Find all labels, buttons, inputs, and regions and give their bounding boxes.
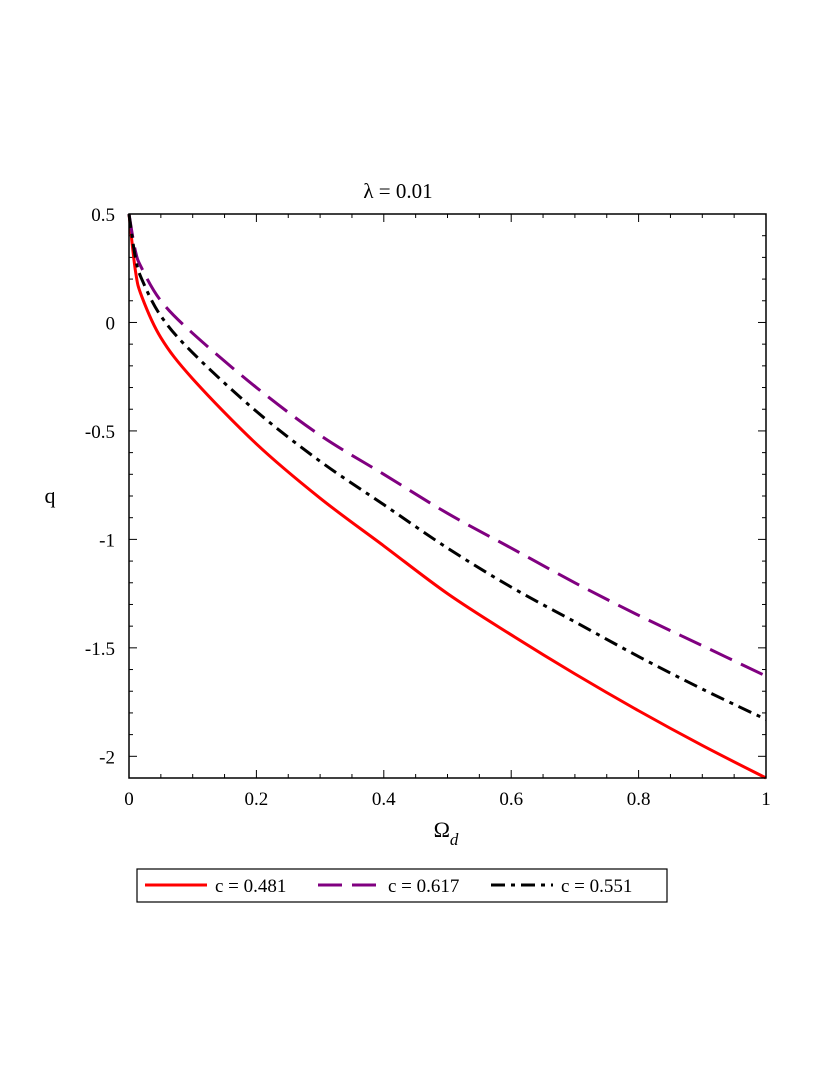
- legend: c = 0.481 c = 0.617 c = 0.551: [136, 868, 668, 903]
- y-tick-label: -2: [99, 747, 115, 768]
- x-axis-label: Ωd: [434, 817, 459, 849]
- legend-label-3: c = 0.551: [561, 876, 632, 897]
- y-tick-label: 0: [106, 313, 116, 334]
- x-axis-label-subscript: d: [450, 830, 459, 849]
- y-axis-label: q: [45, 483, 56, 508]
- series-line-1: [127, 213, 767, 780]
- x-tick-label: 0.4: [372, 789, 396, 810]
- y-tick-label: -1: [99, 530, 115, 551]
- legend-box: [136, 868, 668, 903]
- x-axis-label-main: Ω: [434, 817, 450, 842]
- x-tick-label: 1: [761, 789, 771, 810]
- legend-label-2: c = 0.617: [388, 876, 459, 897]
- legend-label-1: c = 0.481: [215, 876, 286, 897]
- x-tick-label: 0.8: [627, 789, 651, 810]
- y-tick-label: -1.5: [85, 639, 115, 660]
- series-line-2: [127, 213, 767, 678]
- series-group: [127, 213, 767, 780]
- x-tick-label: 0.6: [499, 789, 523, 810]
- y-tick-label: -0.5: [85, 422, 115, 443]
- series-line-3: [127, 213, 767, 721]
- x-tick-label: 0: [124, 789, 134, 810]
- plot-frame: [128, 213, 767, 779]
- x-tick-label: 0.2: [245, 789, 269, 810]
- ticks-group: [128, 213, 767, 779]
- tick-labels-group: 0 0.2 0.4 0.6 0.8 1 0.5 0 -0.5 -1 -1.5 -2: [85, 205, 771, 810]
- chart-title: λ = 0.01: [363, 179, 432, 203]
- y-tick-label: 0.5: [91, 205, 115, 226]
